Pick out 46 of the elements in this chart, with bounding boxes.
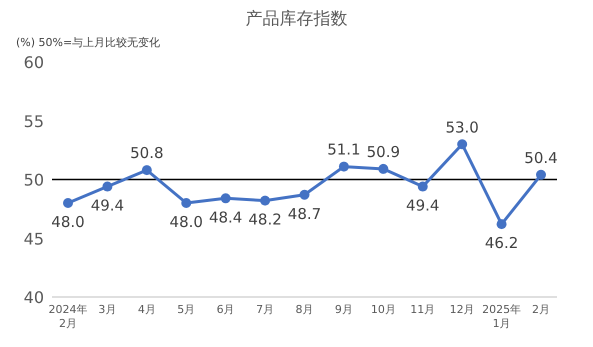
x-tick-label: 4月 <box>138 303 156 316</box>
point <box>418 182 428 192</box>
data-label: 53.0 <box>445 118 479 136</box>
point <box>457 139 468 150</box>
data-label: 50.4 <box>524 148 558 167</box>
data-label: 48.7 <box>288 204 322 223</box>
x-tick-label: 5月 <box>177 303 196 316</box>
y-tick-label: 45 <box>24 229 44 248</box>
y-tick-label: 40 <box>24 288 44 307</box>
data-label: 49.4 <box>90 196 124 215</box>
point <box>102 182 112 192</box>
data-label: 48.0 <box>51 213 85 231</box>
point <box>378 164 388 174</box>
y-tick-label: 55 <box>24 112 44 131</box>
x-tick-label: 3月 <box>98 303 116 316</box>
point <box>181 198 192 208</box>
point <box>220 193 231 204</box>
x-tick-label: 2024年 2月 <box>48 303 88 330</box>
text: (%) 50%=与上月比较无变化 <box>16 36 160 49</box>
point <box>300 190 310 200</box>
x-tick-label: 8月 <box>296 303 314 316</box>
y-tick-label: 50 <box>24 170 44 190</box>
x-tick-label: 12月 <box>450 303 475 316</box>
data-label: 48.0 <box>170 213 203 231</box>
x-tick-label: 10月 <box>370 303 396 316</box>
data-label: 48.4 <box>208 208 242 226</box>
x-tick-label: 2025年 1月 <box>482 303 522 330</box>
data-label: 50.8 <box>130 144 164 162</box>
data-label: 49.4 <box>406 196 440 215</box>
point <box>536 170 546 180</box>
x-tick-label: 9月 <box>334 303 353 316</box>
x-tick-label: 7月 <box>256 303 274 316</box>
data-label: 51.1 <box>327 140 361 159</box>
point <box>142 165 152 176</box>
point <box>496 219 507 230</box>
data-label: 46.2 <box>484 234 518 252</box>
x-tick-label: 2月 <box>532 303 550 316</box>
point <box>63 198 73 208</box>
point <box>260 196 270 206</box>
point <box>338 162 349 172</box>
x-tick-label: 6月 <box>216 303 235 316</box>
chart-title: 产品库存指数 <box>246 9 348 29</box>
y-tick-label: 60 <box>24 53 44 72</box>
data-label: 50.9 <box>366 142 400 161</box>
data-label: 48.2 <box>248 210 282 229</box>
x-tick-label: 11月 <box>410 303 436 316</box>
